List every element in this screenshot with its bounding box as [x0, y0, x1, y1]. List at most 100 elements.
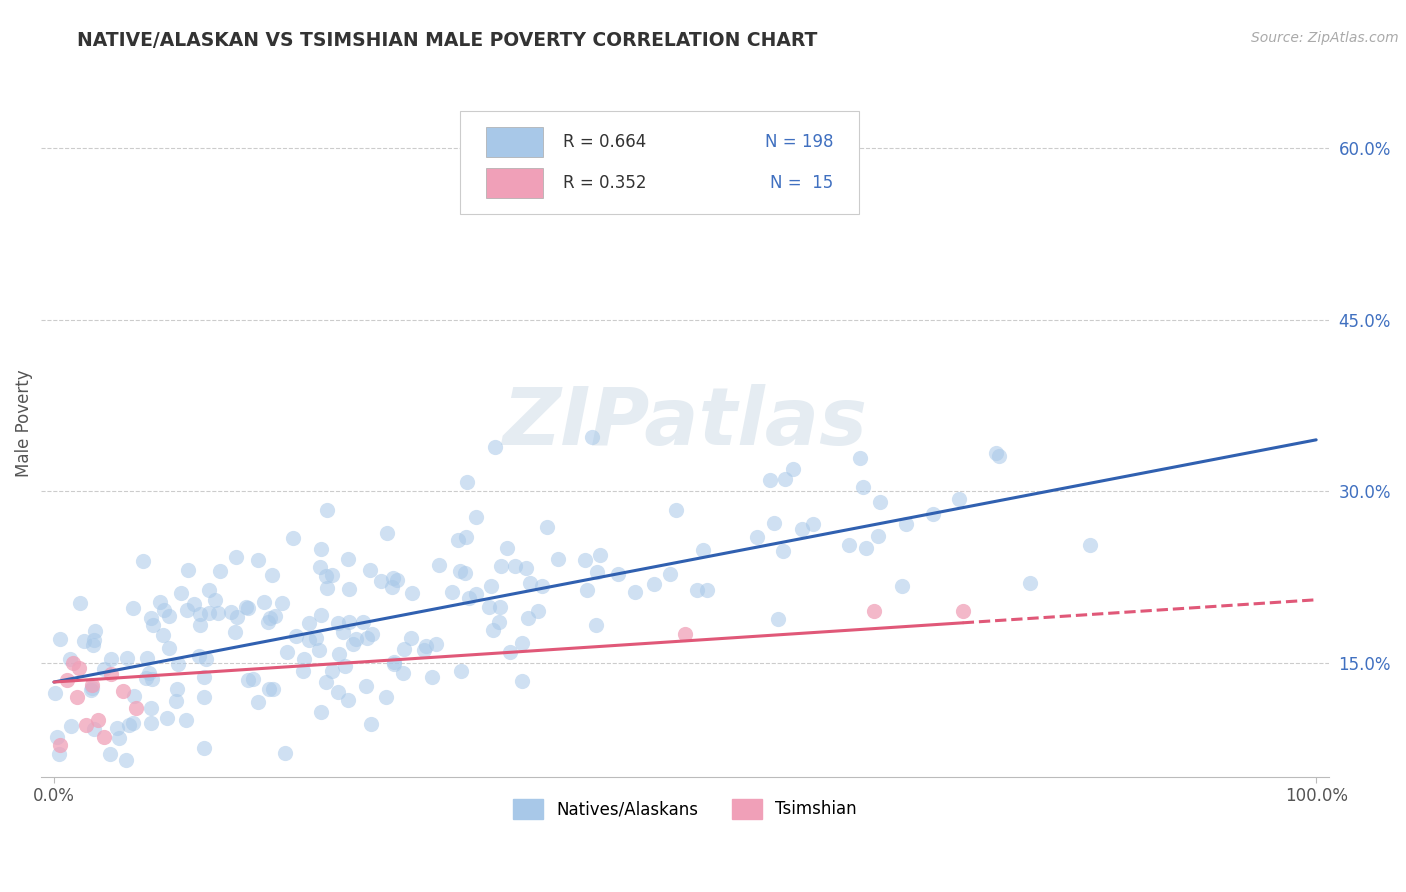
Point	[49, 632, 72, 646]
Point	[692, 543, 714, 558]
Point	[370, 574, 392, 588]
Y-axis label: Male Poverty: Male Poverty	[15, 369, 32, 476]
Point	[478, 599, 501, 614]
Point	[167, 657, 190, 671]
Point	[849, 451, 872, 466]
Point	[536, 520, 558, 534]
Point	[664, 502, 686, 516]
Point	[204, 592, 226, 607]
Point	[115, 753, 138, 767]
Point	[136, 650, 159, 665]
Point	[285, 629, 308, 643]
Point	[62, 656, 84, 670]
Point	[193, 741, 215, 756]
Point	[354, 679, 377, 693]
Text: R = 0.664: R = 0.664	[562, 133, 645, 151]
Point	[188, 618, 211, 632]
Point	[447, 533, 470, 547]
Point	[526, 604, 548, 618]
Point	[352, 615, 374, 630]
Point	[46, 730, 69, 744]
Point	[247, 695, 270, 709]
Point	[139, 701, 162, 715]
Point	[142, 618, 165, 632]
Point	[515, 560, 537, 574]
Point	[484, 440, 506, 454]
Point	[763, 516, 786, 530]
Point	[67, 661, 90, 675]
Point	[458, 591, 481, 606]
Point	[98, 747, 121, 761]
Point	[838, 538, 860, 552]
Point	[333, 658, 356, 673]
Point	[316, 503, 339, 517]
Point	[382, 657, 405, 671]
Text: Source: ZipAtlas.com: Source: ZipAtlas.com	[1251, 31, 1399, 45]
Point	[360, 716, 382, 731]
Point	[866, 529, 889, 543]
Point	[392, 641, 415, 656]
Point	[344, 632, 367, 646]
Point	[863, 604, 886, 618]
Point	[425, 637, 447, 651]
Point	[399, 631, 422, 645]
Text: NATIVE/ALASKAN VS TSIMSHIAN MALE POVERTY CORRELATION CHART: NATIVE/ALASKAN VS TSIMSHIAN MALE POVERTY…	[77, 31, 818, 50]
Point	[225, 549, 247, 564]
Point	[519, 576, 541, 591]
Point	[585, 618, 607, 632]
Point	[270, 596, 292, 610]
Point	[138, 666, 160, 681]
Point	[157, 640, 180, 655]
Point	[121, 601, 143, 615]
Point	[83, 632, 105, 647]
Point	[188, 607, 211, 621]
Point	[387, 573, 409, 587]
Point	[281, 531, 304, 545]
Point	[298, 616, 321, 631]
Point	[75, 718, 97, 732]
Point	[575, 583, 598, 598]
Point	[454, 530, 477, 544]
Point	[449, 564, 471, 578]
Point	[253, 595, 276, 609]
Point	[328, 615, 350, 630]
Point	[193, 690, 215, 705]
Point	[80, 678, 103, 692]
Point	[165, 694, 187, 708]
Point	[498, 645, 520, 659]
Point	[495, 541, 517, 555]
Point	[274, 746, 297, 760]
Point	[176, 713, 198, 727]
Point	[586, 565, 609, 579]
Point	[87, 713, 110, 727]
Point	[479, 579, 502, 593]
Point	[790, 522, 813, 536]
Point	[510, 636, 533, 650]
FancyBboxPatch shape	[460, 111, 859, 214]
Point	[315, 674, 337, 689]
Point	[93, 730, 115, 744]
Point	[413, 642, 436, 657]
Point	[59, 651, 82, 665]
Point	[382, 655, 405, 669]
Point	[309, 608, 332, 623]
Point	[105, 721, 128, 735]
Point	[242, 672, 264, 686]
Point	[219, 605, 242, 619]
Point	[505, 559, 527, 574]
Point	[315, 569, 337, 583]
Point	[464, 586, 486, 600]
Text: N = 198: N = 198	[765, 133, 834, 151]
Point	[491, 558, 513, 573]
Point	[112, 684, 135, 698]
Point	[401, 586, 423, 600]
Point	[374, 690, 396, 704]
Point	[894, 517, 917, 532]
Point	[238, 601, 260, 615]
Point	[512, 673, 534, 688]
Point	[135, 671, 157, 685]
Point	[581, 430, 603, 444]
Point	[450, 664, 472, 678]
Point	[696, 583, 718, 598]
Point	[149, 595, 172, 609]
